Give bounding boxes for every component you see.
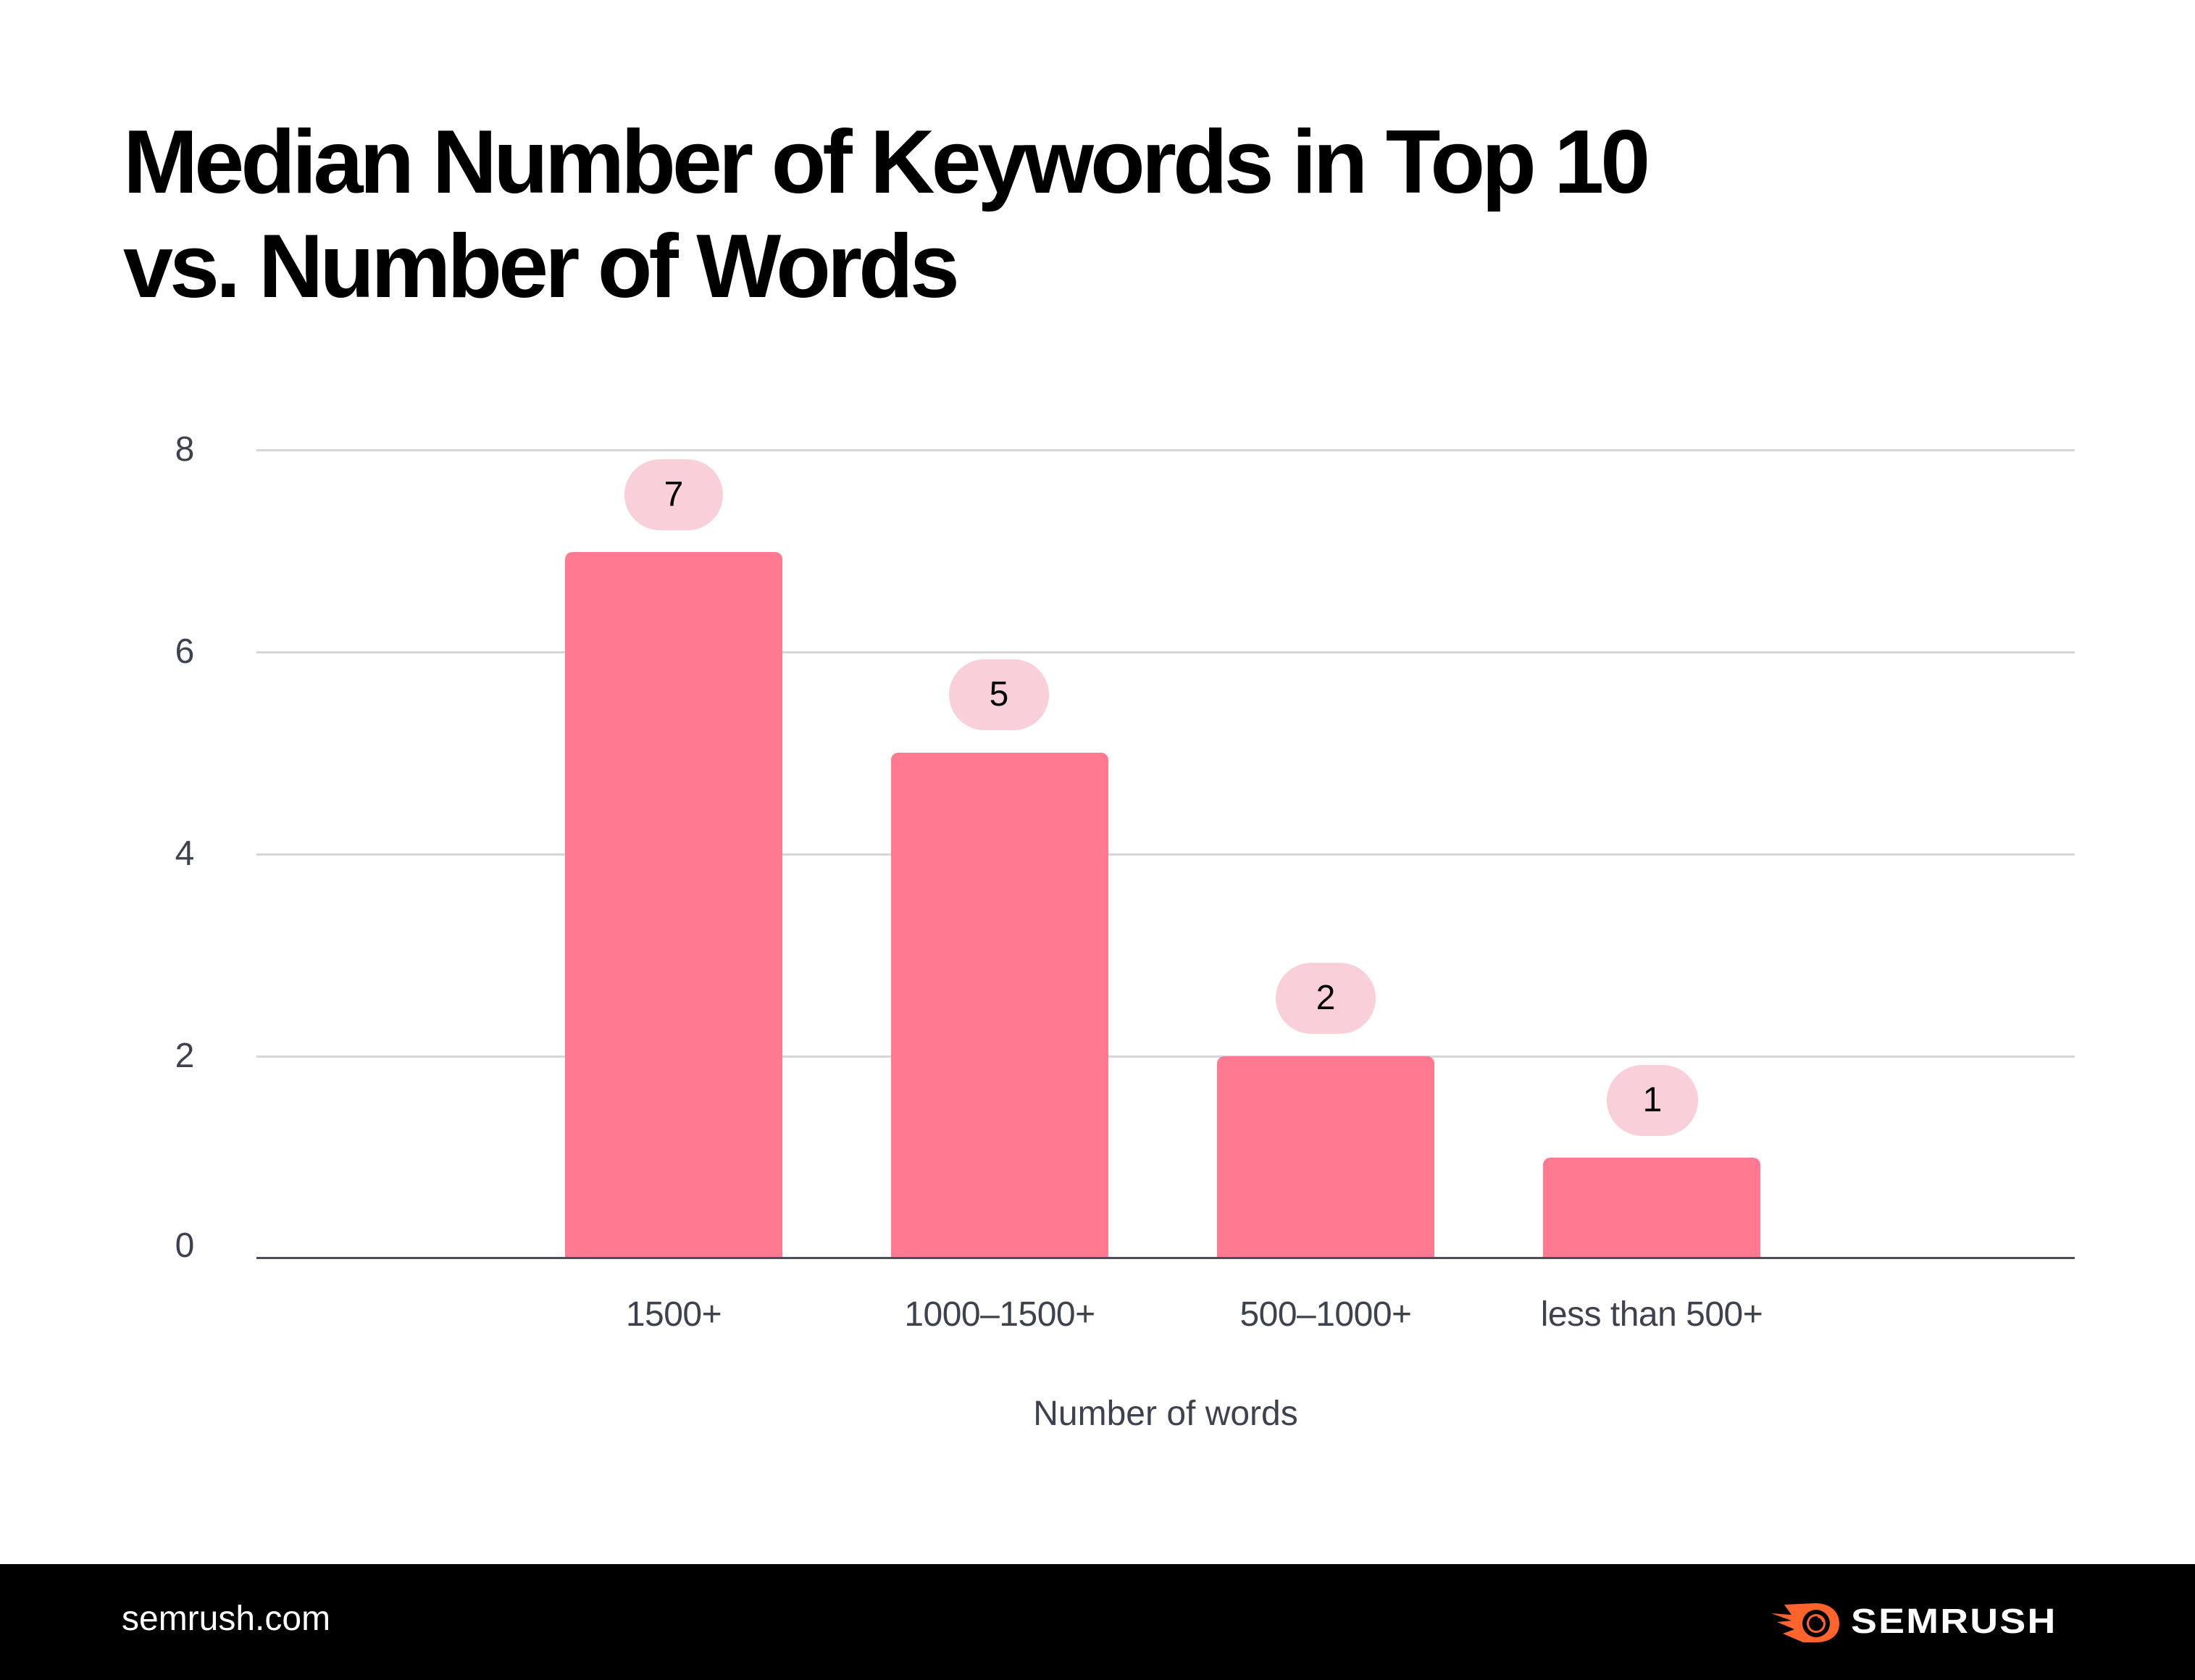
y-tick-label: 2	[175, 1037, 195, 1075]
data-label: 5	[949, 659, 1049, 730]
y-tick-label: 6	[175, 632, 195, 671]
x-tick-label: 1500+	[625, 1295, 722, 1334]
bar-500-1000-plus[interactable]	[1217, 1056, 1434, 1258]
x-axis-line	[256, 1257, 2075, 1259]
semrush-wordmark: SEMRUSH	[1851, 1602, 2057, 1641]
gridline-8	[256, 449, 2075, 451]
chart-title-line-1: Median Number of Keywords in Top 10	[123, 112, 1650, 212]
x-axis-title: Number of words	[1033, 1395, 1298, 1433]
chart-title-line-2: vs. Number of Words	[123, 217, 960, 317]
gridline-6	[256, 651, 2075, 653]
y-tick-label: 4	[175, 835, 195, 873]
y-tick-label: 0	[175, 1226, 195, 1265]
data-label: 2	[1276, 963, 1376, 1034]
x-tick-label: 1000–1500+	[904, 1295, 1095, 1334]
bar-less-than-500-plus[interactable]	[1543, 1158, 1760, 1258]
semrush-flame-icon	[1771, 1603, 1839, 1642]
data-label: 7	[624, 459, 723, 530]
footer-url[interactable]: semrush.com	[122, 1600, 331, 1638]
chart-title: Median Number of Keywords in Top 10 vs. …	[123, 110, 1650, 319]
bar-1500-plus[interactable]	[565, 552, 782, 1258]
data-label: 1	[1607, 1065, 1698, 1136]
bar-chart: 8 6 4 2 0 7 5 2 1 1500+ 1000–1500+ 500–1…	[175, 430, 2075, 1433]
y-tick-label: 8	[175, 430, 195, 469]
gridline-4	[256, 853, 2075, 856]
x-tick-label: less than 500+	[1540, 1295, 1763, 1334]
bar-1000-1500-plus[interactable]	[891, 753, 1108, 1258]
x-tick-label: 500–1000+	[1239, 1295, 1412, 1334]
footer-bar: semrush.com SEMRUSH	[0, 1564, 2195, 1680]
semrush-logo[interactable]: SEMRUSH	[1770, 1600, 2055, 1644]
gridline-2	[256, 1056, 2075, 1058]
